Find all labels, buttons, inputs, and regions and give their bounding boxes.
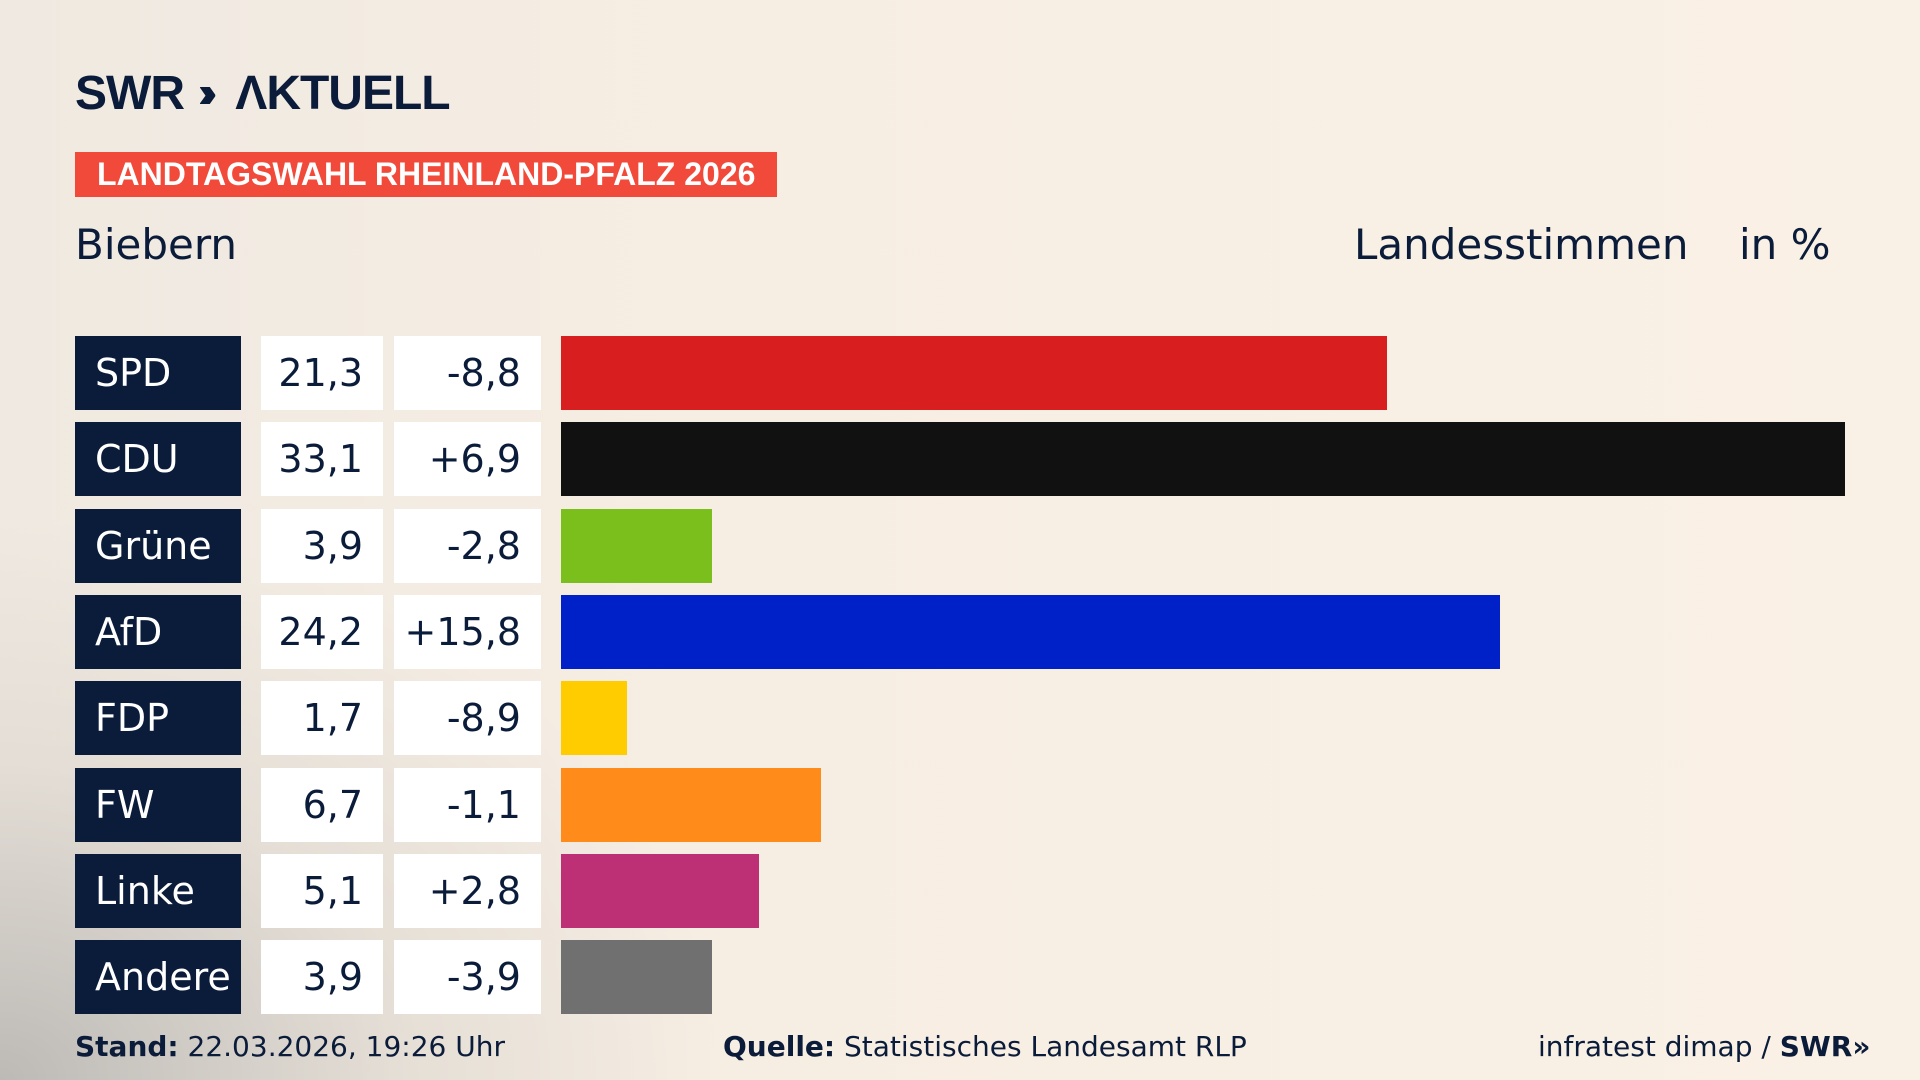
party-label: FDP xyxy=(75,681,241,756)
party-label: Andere xyxy=(75,940,241,1015)
party-label: AfD xyxy=(75,594,241,669)
bar-andere xyxy=(561,940,713,1015)
unit-label: in % xyxy=(1739,220,1831,269)
party-label: Grüne xyxy=(75,508,241,583)
vote-change-value: +6,9 xyxy=(394,422,541,497)
party-label: FW xyxy=(75,767,241,842)
party-label: SPD xyxy=(75,336,241,410)
vote-change-value: +2,8 xyxy=(394,853,541,928)
vote-share-value: 3,9 xyxy=(261,508,383,583)
timestamp: Stand: 22.03.2026, 19:26 Uhr xyxy=(75,1030,505,1063)
bar-linke xyxy=(561,853,759,928)
bar-cdu xyxy=(561,422,1845,497)
credit: infratest dimap / SWR» xyxy=(1538,1030,1870,1063)
vote-share-value: 1,7 xyxy=(261,681,383,756)
vote-type-label: Landesstimmen xyxy=(1354,220,1689,269)
source: Quelle: Statistisches Landesamt RLP xyxy=(723,1030,1247,1063)
bar-spd xyxy=(561,336,1388,410)
bar-grüne xyxy=(561,508,713,583)
party-label: CDU xyxy=(75,422,241,497)
vote-change-value: -1,1 xyxy=(394,767,541,842)
vote-share-value: 5,1 xyxy=(261,853,383,928)
vote-share-value: 24,2 xyxy=(261,594,383,669)
vote-share-value: 3,9 xyxy=(261,940,383,1015)
bar-fw xyxy=(561,767,821,842)
vote-change-value: -2,8 xyxy=(394,508,541,583)
vote-change-value: +15,8 xyxy=(394,594,541,669)
source-value: Statistisches Landesamt RLP xyxy=(844,1030,1247,1063)
swr-aktuell-logo: SWR ›› ΛKTUELL xyxy=(75,66,451,120)
party-label: Linke xyxy=(75,853,241,928)
vote-change-value: -3,9 xyxy=(394,940,541,1015)
vote-change-value: -8,9 xyxy=(394,681,541,756)
double-chevron-icon: ›› xyxy=(197,68,218,117)
stand-value: 22.03.2026, 19:26 Uhr xyxy=(187,1030,505,1063)
vote-share-value: 33,1 xyxy=(261,422,383,497)
vote-share-value: 6,7 xyxy=(261,767,383,842)
bar-fdp xyxy=(561,681,627,756)
swr-logo: SWR» xyxy=(1779,1030,1871,1063)
bar-afd xyxy=(561,594,1500,669)
source-label: Quelle: xyxy=(723,1030,836,1063)
vote-share-value: 21,3 xyxy=(261,336,383,410)
stand-label: Stand: xyxy=(75,1030,179,1063)
election-banner: LANDTAGSWAHL RHEINLAND-PFALZ 2026 xyxy=(75,152,778,197)
region-title: Biebern xyxy=(75,220,237,269)
credit-text: infratest dimap / xyxy=(1538,1030,1771,1063)
vote-change-value: -8,8 xyxy=(394,336,541,410)
